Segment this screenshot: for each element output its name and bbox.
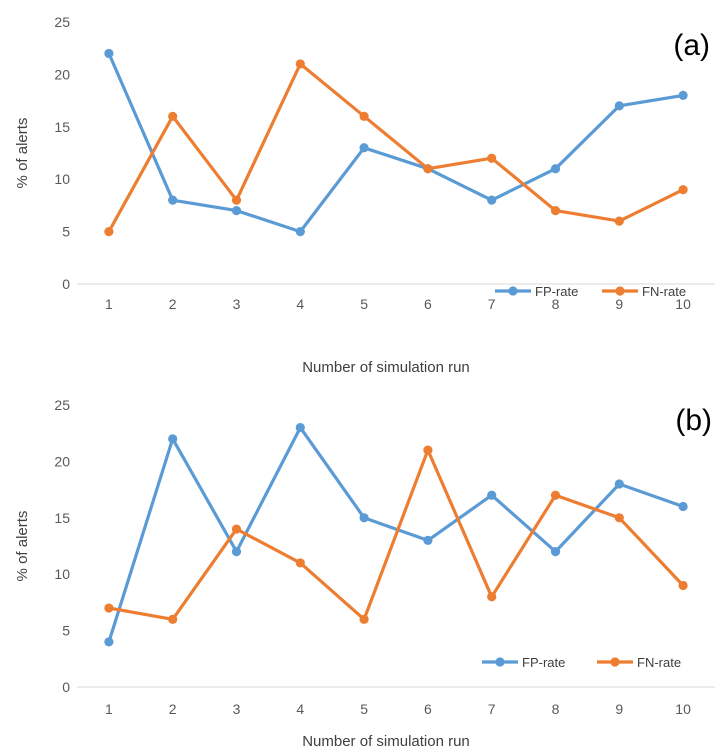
legend-label-fn-rate: FN-rate <box>642 284 686 299</box>
data-point-fp-rate <box>423 535 433 545</box>
series-line-fn-rate <box>107 448 685 621</box>
y-tick-label: 15 <box>54 510 70 526</box>
data-point-fn-rate <box>231 524 242 534</box>
legend-marker-fn-rate <box>610 657 620 667</box>
data-point-fp-rate <box>614 479 624 489</box>
data-point-fp-rate <box>614 101 624 111</box>
data-point-fp-rate <box>104 637 114 647</box>
x-tick-label: 1 <box>105 701 113 717</box>
legend-marker-fp-rate <box>495 657 505 667</box>
x-tick-label: 1 <box>105 296 113 312</box>
series-line-fp-rate <box>107 51 685 234</box>
data-point-fn-rate <box>550 206 561 216</box>
data-point-fp-rate <box>168 195 178 205</box>
data-point-fn-rate <box>104 603 114 613</box>
data-point-fp-rate <box>168 434 178 444</box>
series-line-fn-rate <box>107 62 685 234</box>
data-point-fp-rate <box>295 227 305 237</box>
x-axis-title: Number of simulation run <box>302 359 470 376</box>
x-tick-label: 4 <box>296 701 304 717</box>
data-point-fp-rate <box>550 164 561 174</box>
x-tick-label: 5 <box>360 701 368 717</box>
x-tick-label: 3 <box>233 296 241 312</box>
legend-marker-fn-rate <box>615 286 625 296</box>
panel-label: (b) <box>675 404 712 437</box>
chart-panel-b: 0 5 10 15 20 25 1 2 3 4 5 6 7 8 9 10 Number of simulatio… <box>14 397 715 750</box>
y-tick-label: 5 <box>62 623 70 639</box>
x-tick-label: 6 <box>424 701 432 717</box>
x-tick-label: 4 <box>296 296 304 312</box>
data-point-fp-rate <box>295 422 305 433</box>
x-tick-label: 5 <box>360 296 368 312</box>
legend-label-fp-rate: FP-rate <box>535 284 578 299</box>
y-tick-label: 10 <box>54 171 70 187</box>
data-point-fn-rate <box>423 445 433 455</box>
data-point-fn-rate <box>359 111 369 121</box>
y-tick-label: 0 <box>62 679 70 695</box>
data-point-fn-rate <box>678 580 688 591</box>
data-point-fn-rate <box>231 195 242 205</box>
data-point-fn-rate <box>550 490 561 500</box>
x-tick-label: 3 <box>233 701 241 717</box>
data-point-fn-rate <box>359 614 369 624</box>
y-tick-label: 10 <box>54 566 70 582</box>
y-tick-label: 5 <box>62 224 70 240</box>
data-point-fn-rate <box>104 227 114 237</box>
data-point-fp-rate <box>359 513 369 523</box>
x-tick-label: 8 <box>552 296 560 312</box>
x-tick-label: 7 <box>488 296 496 312</box>
data-point-fp-rate <box>487 195 497 205</box>
data-point-fp-rate <box>678 90 688 100</box>
panel-label: (a) <box>673 29 710 62</box>
x-tick-label: 6 <box>424 296 432 312</box>
y-axis-title: % of alerts <box>14 511 31 582</box>
data-point-fn-rate <box>295 59 305 69</box>
data-point-fp-rate <box>231 547 242 557</box>
data-point-fn-rate <box>614 216 624 226</box>
x-tick-label: 2 <box>169 701 177 717</box>
y-tick-label: 25 <box>54 14 70 30</box>
x-axis-title: Number of simulation run <box>302 733 470 750</box>
y-tick-label: 15 <box>54 119 70 135</box>
series-line-fp-rate <box>107 426 685 644</box>
legend-marker-fp-rate <box>508 286 518 296</box>
data-point-fn-rate <box>487 153 497 163</box>
data-point-fn-rate <box>614 513 624 523</box>
chart-panel-a: 0 5 10 15 20 25 1 2 3 4 5 6 7 8 9 10 Number of simulatio… <box>14 14 715 376</box>
data-point-fp-rate <box>678 501 688 512</box>
data-point-fn-rate <box>423 164 433 174</box>
y-tick-label: 0 <box>62 276 70 292</box>
data-point-fn-rate <box>168 111 178 121</box>
data-point-fp-rate <box>550 547 561 557</box>
data-point-fp-rate <box>231 206 242 216</box>
data-point-fp-rate <box>487 490 497 500</box>
data-point-fn-rate <box>168 614 178 624</box>
x-tick-label: 9 <box>615 701 623 717</box>
data-point-fp-rate <box>104 48 114 59</box>
legend-label-fn-rate: FN-rate <box>637 655 681 670</box>
x-tick-label: 9 <box>615 296 623 312</box>
y-tick-label: 25 <box>54 397 70 413</box>
data-point-fn-rate <box>487 592 497 602</box>
data-point-fn-rate <box>295 558 305 568</box>
y-tick-label: 20 <box>54 66 70 82</box>
x-tick-label: 10 <box>675 296 691 312</box>
data-point-fp-rate <box>359 143 369 153</box>
x-tick-label: 10 <box>675 701 691 717</box>
y-axis-title: % of alerts <box>14 118 31 189</box>
x-tick-label: 2 <box>169 296 177 312</box>
x-tick-label: 8 <box>552 701 560 717</box>
data-point-fn-rate <box>678 185 688 195</box>
x-tick-label: 7 <box>488 701 496 717</box>
legend-label-fp-rate: FP-rate <box>522 655 565 670</box>
y-tick-label: 20 <box>54 453 70 469</box>
